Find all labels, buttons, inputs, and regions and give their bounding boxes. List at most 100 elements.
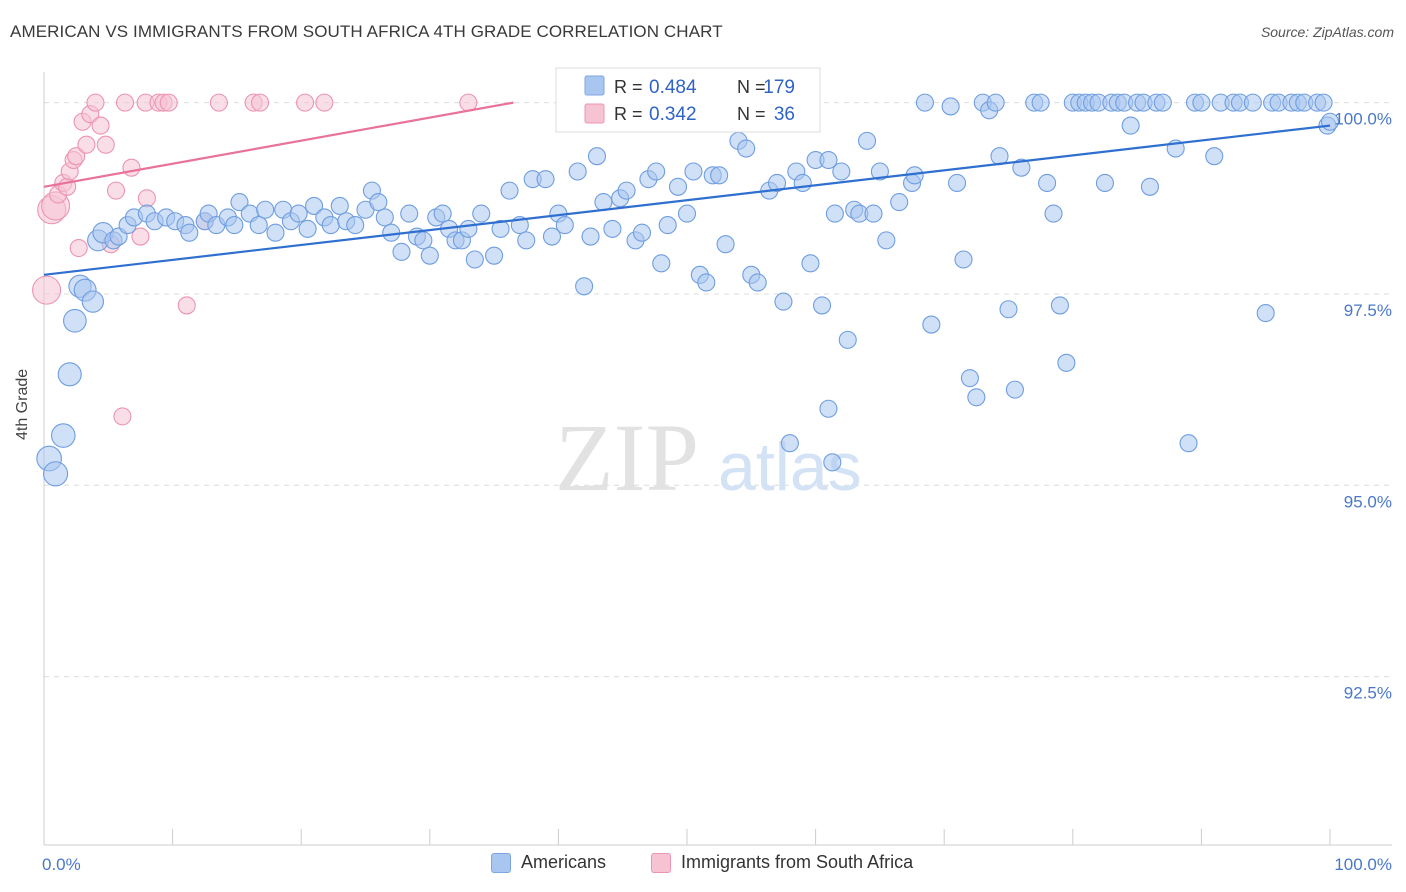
americans-point-154 xyxy=(1205,147,1224,166)
americans-point-84 xyxy=(684,162,703,181)
americans-point-79 xyxy=(647,162,666,181)
americans-point-106 xyxy=(838,330,857,349)
legend-item-americans: Americans xyxy=(491,852,606,873)
americans-point-75 xyxy=(617,181,636,200)
americans-point-121 xyxy=(960,369,979,388)
south-africa-point-15 xyxy=(96,135,115,154)
americans-point-43 xyxy=(375,208,394,227)
americans-point-170 xyxy=(780,434,799,453)
trend-line-americans xyxy=(43,124,1331,276)
americans-point-94 xyxy=(748,273,767,292)
americans-point-130 xyxy=(1031,93,1050,112)
americans-point-24 xyxy=(225,216,244,235)
americans-point-140 xyxy=(1095,173,1114,193)
legend-r-value-south-africa: 0.342 xyxy=(649,104,697,125)
chart-title: AMERICAN VS IMMIGRANTS FROM SOUTH AFRICA… xyxy=(10,22,723,41)
south-africa-point-33 xyxy=(315,93,334,112)
americans-point-104 xyxy=(825,204,844,223)
americans-point-102 xyxy=(812,296,832,315)
americans-point-166 xyxy=(1314,93,1333,112)
legend-item-south-africa: Immigrants from South Africa xyxy=(651,852,913,873)
watermark: ZIP atlas xyxy=(555,404,862,511)
americans-point-36 xyxy=(321,216,340,235)
americans-point-28 xyxy=(256,200,275,219)
americans-point-37 xyxy=(330,196,349,215)
americans-point-153 xyxy=(1192,93,1211,112)
y-tick-label-1: 95.0% xyxy=(1344,492,1392,511)
americans-point-99 xyxy=(793,173,812,193)
americans-point-44 xyxy=(382,223,401,242)
y-tick-label-2: 97.5% xyxy=(1344,301,1392,320)
south-africa-point-13 xyxy=(86,93,105,112)
americans-point-71 xyxy=(587,147,607,166)
south-africa-point-31 xyxy=(250,93,270,112)
americans-point-132 xyxy=(1044,204,1063,223)
legend-n-value-americans: 179 xyxy=(763,77,795,98)
americans-point-81 xyxy=(658,216,677,235)
americans-point-33 xyxy=(298,219,317,238)
south-africa-point-14 xyxy=(91,116,110,135)
americans-point-67 xyxy=(555,216,574,235)
americans-point-57 xyxy=(472,204,491,223)
legend-r-label-americans: R = xyxy=(614,77,643,97)
south-africa-point-27 xyxy=(177,296,196,315)
legend-n-label-americans: N = xyxy=(737,77,766,97)
x-tick-label-1: 100.0% xyxy=(1334,855,1392,874)
americans-point-97 xyxy=(774,292,793,311)
south-africa-point-21 xyxy=(131,227,150,246)
americans-point-46 xyxy=(400,204,419,223)
americans-point-51 xyxy=(433,204,452,223)
americans-point-133 xyxy=(1050,296,1069,315)
americans-point-32 xyxy=(289,204,308,223)
americans-point-73 xyxy=(603,219,622,238)
south-africa-point-29 xyxy=(209,93,228,112)
americans-point-56 xyxy=(465,250,484,269)
americans-point-42 xyxy=(369,193,388,212)
americans-point-117 xyxy=(922,315,941,334)
trend-line-south-africa xyxy=(43,101,514,188)
americans-point-3 xyxy=(57,362,82,387)
americans-point-39 xyxy=(346,216,365,235)
legend-r-label-south-africa: R = xyxy=(614,104,643,124)
americans-point-7 xyxy=(81,290,105,313)
tick-labels: 92.5% 95.0% 97.5% 100.0% 0.0% 100.0% xyxy=(42,110,1392,874)
americans-point-25 xyxy=(230,193,249,212)
americans-point-103 xyxy=(819,150,838,170)
americans-point-60 xyxy=(500,181,519,200)
south-africa-point-17 xyxy=(106,181,126,200)
americans-point-134 xyxy=(1057,353,1076,372)
south-africa-point-0 xyxy=(32,275,62,305)
gridlines xyxy=(44,102,1392,678)
americans-point-118 xyxy=(941,97,960,116)
americans-point-69 xyxy=(575,277,594,296)
americans-point-158 xyxy=(1243,93,1262,112)
americans-point-77 xyxy=(632,223,652,242)
americans-point-49 xyxy=(420,246,439,265)
series-americans-points xyxy=(36,93,1340,487)
americans-point-159 xyxy=(1256,304,1275,323)
south-africa-point-11 xyxy=(77,135,96,154)
americans-point-70 xyxy=(581,227,600,246)
americans-point-48 xyxy=(414,231,433,250)
americans-point-92 xyxy=(737,139,756,158)
americans-point-128 xyxy=(1012,158,1031,177)
americans-point-86 xyxy=(697,273,716,292)
americans-point-82 xyxy=(668,177,688,196)
americans-point-29 xyxy=(266,223,285,242)
south-africa-point-32 xyxy=(296,93,315,112)
americans-point-112 xyxy=(877,231,896,250)
americans-point-89 xyxy=(716,235,735,254)
americans-point-68 xyxy=(568,162,587,181)
y-tick-label-0: 92.5% xyxy=(1344,684,1392,703)
americans-point-4 xyxy=(63,308,87,333)
americans-point-125 xyxy=(986,93,1005,112)
legend-label-south-africa: Immigrants from South Africa xyxy=(681,852,914,872)
americans-point-80 xyxy=(652,254,671,273)
americans-point-100 xyxy=(801,254,820,273)
americans-point-19 xyxy=(180,223,199,242)
americans-point-120 xyxy=(954,250,973,269)
americans-point-149 xyxy=(1153,93,1172,112)
americans-point-58 xyxy=(485,246,504,265)
americans-point-171 xyxy=(819,399,838,418)
